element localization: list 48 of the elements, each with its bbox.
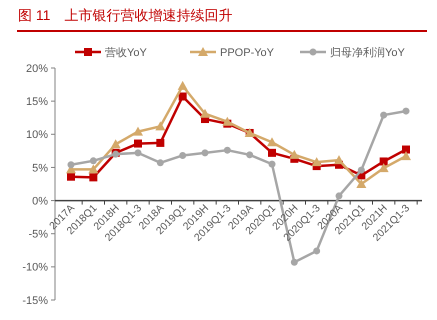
y-tick-label: -5% bbox=[28, 228, 48, 241]
point bbox=[401, 151, 411, 160]
point bbox=[134, 149, 142, 156]
point bbox=[178, 80, 188, 90]
y-tick-label: -10% bbox=[22, 262, 48, 274]
point bbox=[155, 121, 166, 130]
point bbox=[356, 179, 366, 188]
point bbox=[133, 126, 143, 136]
point bbox=[89, 173, 98, 182]
point bbox=[156, 138, 164, 147]
point bbox=[312, 157, 322, 166]
point bbox=[402, 146, 410, 154]
point bbox=[179, 152, 186, 159]
point bbox=[402, 108, 410, 115]
point bbox=[88, 164, 98, 174]
point bbox=[246, 151, 254, 158]
point bbox=[380, 157, 388, 166]
point bbox=[268, 148, 276, 157]
point bbox=[134, 140, 142, 148]
point bbox=[378, 163, 389, 172]
y-tick-label: 0% bbox=[32, 195, 48, 208]
y-tick-label: 5% bbox=[32, 162, 48, 174]
point bbox=[289, 150, 300, 159]
point bbox=[267, 137, 277, 146]
point bbox=[313, 247, 320, 254]
point bbox=[380, 112, 388, 119]
point bbox=[68, 161, 74, 168]
chart-title: 图 11 上市银行营收增速持续回升 bbox=[18, 7, 232, 23]
point bbox=[358, 166, 365, 174]
point bbox=[334, 155, 344, 164]
point bbox=[224, 146, 231, 154]
y-tick-label: -15% bbox=[22, 294, 48, 307]
point bbox=[268, 160, 276, 168]
y-tick-label: 10% bbox=[26, 129, 48, 142]
point bbox=[202, 149, 208, 156]
point bbox=[290, 258, 298, 266]
point bbox=[178, 92, 187, 101]
point bbox=[336, 192, 342, 200]
legend-label: 营收YoY bbox=[105, 46, 148, 59]
point bbox=[110, 139, 121, 148]
point bbox=[90, 157, 97, 164]
y-tick-label: 20% bbox=[26, 62, 48, 75]
point bbox=[156, 159, 164, 166]
legend-label: 归母净利润YoY bbox=[330, 46, 406, 59]
legend-label: PPOP-YoY bbox=[220, 46, 275, 59]
point bbox=[222, 116, 232, 126]
point bbox=[200, 108, 210, 118]
y-tick-label: 15% bbox=[26, 96, 48, 108]
